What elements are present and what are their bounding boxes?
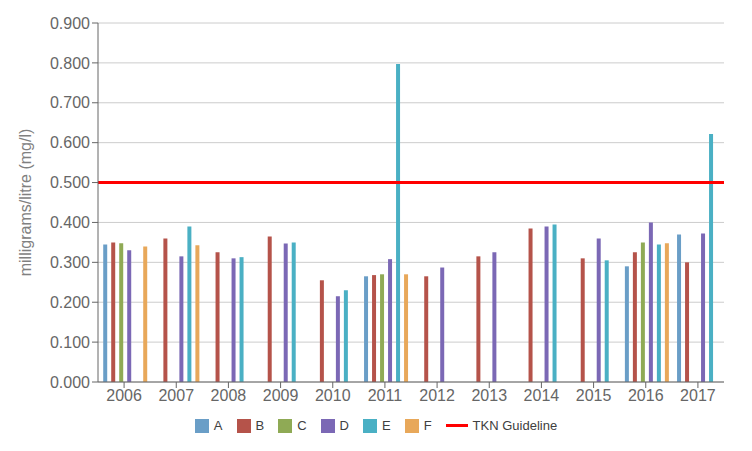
svg-text:0.700: 0.700 (50, 94, 90, 111)
html-text:C: C (297, 418, 307, 433)
svg-text:0.400: 0.400 (50, 214, 90, 231)
svg-text:2010: 2010 (315, 387, 351, 404)
svg-text:milligrams/litre (mg/l): milligrams/litre (mg/l) (17, 129, 34, 277)
svg-text:0.900: 0.900 (50, 15, 90, 32)
svg-text:2013: 2013 (471, 387, 507, 404)
html-text:TKN Guideline: TKN Guideline (472, 418, 558, 433)
svg-text:2016: 2016 (628, 387, 664, 404)
svg-text:0.600: 0.600 (50, 134, 90, 151)
html-text:A: A (213, 418, 223, 433)
svg-text:0.100: 0.100 (50, 334, 90, 351)
svg-text:2011: 2011 (368, 387, 403, 404)
svg-text:2009: 2009 (263, 387, 299, 404)
svg-text:0.500: 0.500 (50, 174, 90, 191)
svg-text:2015: 2015 (576, 387, 612, 404)
html-text:F: F (423, 418, 432, 433)
svg-text:0.200: 0.200 (50, 294, 90, 311)
svg-text:2012: 2012 (419, 387, 455, 404)
svg-text:0.000: 0.000 (50, 374, 90, 391)
svg-text:0.300: 0.300 (50, 254, 90, 271)
svg-text:2017: 2017 (680, 387, 716, 404)
html-text:D: D (339, 418, 349, 433)
svg-text:2006: 2006 (106, 387, 142, 404)
svg-text:2007: 2007 (158, 387, 194, 404)
svg-text:0.800: 0.800 (50, 55, 90, 72)
html-text:B: B (255, 418, 265, 433)
svg-text:2008: 2008 (211, 387, 247, 404)
html-text:E: E (382, 418, 391, 433)
svg-text:2014: 2014 (524, 387, 560, 404)
